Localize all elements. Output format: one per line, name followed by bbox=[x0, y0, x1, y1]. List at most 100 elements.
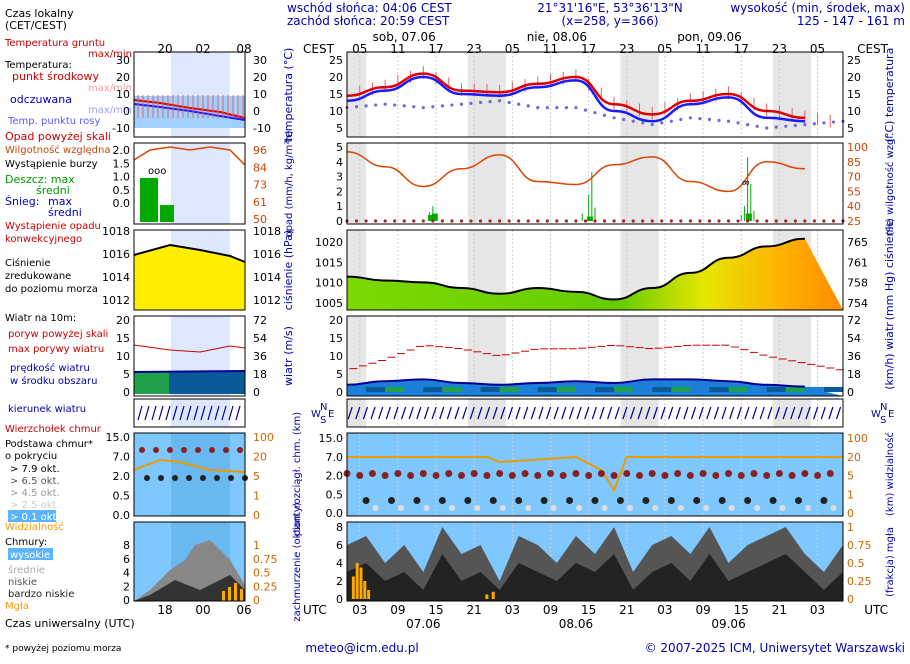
legend-coverage-tick: 4 bbox=[123, 567, 130, 580]
wind-arrow bbox=[546, 406, 552, 420]
cloud-base-dot-high bbox=[419, 470, 427, 477]
dewpoint-point bbox=[507, 100, 511, 105]
wind-arrow bbox=[797, 406, 803, 420]
cloud-base-dot-high bbox=[572, 470, 580, 477]
kmh-tick: 72 bbox=[847, 314, 861, 327]
rain-zero-marker bbox=[660, 219, 664, 223]
cloud-base-dot-full bbox=[413, 497, 421, 504]
legend-wind-dir: kierunek wiatru bbox=[8, 404, 86, 415]
tz-top-right: CEST bbox=[857, 42, 889, 56]
legend-cloud-base2: o pokryciu bbox=[5, 451, 57, 462]
wind-speed-band bbox=[614, 386, 634, 392]
top-hour-label: 05 bbox=[657, 42, 672, 56]
legend-night-band bbox=[171, 143, 230, 224]
legend-pressure2: zredukowane bbox=[5, 271, 71, 282]
legend-cloud-dot bbox=[223, 447, 229, 453]
rain-zero-marker bbox=[412, 219, 416, 223]
dewpoint-point bbox=[574, 106, 578, 110]
cloud-base-dot-high bbox=[534, 472, 542, 479]
wind-tick: 10 bbox=[329, 350, 343, 363]
legend-cloud-base: Podstawa chmur* bbox=[5, 439, 93, 450]
cloud-base-dot-few bbox=[626, 505, 633, 511]
legend-pressure-area bbox=[134, 245, 245, 310]
legend-wind-tick: 0 bbox=[123, 386, 130, 399]
rain-tick: 4 bbox=[336, 156, 343, 169]
legend-temp: Temperatura: bbox=[4, 60, 72, 71]
legend-cloud-dot bbox=[181, 447, 187, 453]
legend-wind-arrow bbox=[235, 405, 241, 421]
wind-speed-band bbox=[404, 386, 424, 392]
cloud-base-dot-high bbox=[546, 470, 554, 477]
bottom-date-label: 08.06 bbox=[559, 617, 593, 631]
legend-pressure-tick: 1018 bbox=[102, 225, 130, 238]
wind-speed-band bbox=[671, 386, 691, 392]
legend-fog-tick: 0.25 bbox=[253, 580, 278, 593]
pressure-tick: 1020 bbox=[315, 236, 343, 249]
legend-mid: średnie bbox=[8, 564, 45, 576]
dewpoint-point bbox=[641, 121, 645, 125]
legend-pressure-tick: 1014 bbox=[102, 271, 130, 284]
rain-zero-marker bbox=[717, 219, 721, 223]
dewpoint-point bbox=[631, 119, 635, 123]
legend-temp-tick: 0 bbox=[123, 105, 130, 118]
rain-zero-marker bbox=[650, 219, 654, 223]
legend-pressure-tick-right: 1014 bbox=[253, 271, 281, 284]
compass-n: N bbox=[320, 402, 327, 413]
temp-tick: 20 bbox=[329, 71, 343, 84]
compass-w-right: W bbox=[871, 409, 881, 420]
wind-arrow bbox=[721, 406, 727, 420]
bottom-hour-label: 21 bbox=[619, 603, 634, 617]
rain-mean-bar bbox=[745, 213, 752, 221]
sunrise-text: wschód słońca: 04:06 CEST bbox=[287, 1, 452, 15]
cloud-base-dot-full bbox=[667, 497, 675, 504]
legend-cloud-dot bbox=[153, 447, 159, 453]
cloud-base-dot-high bbox=[457, 472, 465, 479]
legend-humidity: Wilgotność względna bbox=[5, 144, 110, 156]
legend-wind-arrow bbox=[221, 405, 227, 421]
temp-axis-title-right: (°C) temperatura bbox=[883, 48, 896, 143]
legend-rain-mean bbox=[160, 205, 174, 222]
rain-zero-marker bbox=[478, 219, 483, 223]
legend-visibility-tick: 5 bbox=[253, 470, 260, 483]
wind-arrow bbox=[477, 406, 483, 420]
legend-cloud-dot bbox=[237, 447, 243, 453]
wind-arrow bbox=[370, 406, 376, 420]
mmhg-tick: 765 bbox=[847, 236, 868, 249]
legend-high: wysokie bbox=[10, 550, 50, 561]
legend-temp-mid: punkt środkowy bbox=[12, 70, 100, 83]
cloud-base-dot-full bbox=[464, 497, 472, 504]
visibility-tick: 1 bbox=[847, 488, 854, 501]
cloud-base-dot-high bbox=[775, 470, 783, 477]
legend-wind-area-green bbox=[134, 372, 169, 394]
footer-email[interactable]: meteo@icm.edu.pl bbox=[305, 641, 418, 655]
fog-bar bbox=[363, 581, 367, 599]
dewpoint-point bbox=[612, 116, 616, 120]
legend-rain-tick: 1.5 bbox=[113, 157, 131, 170]
rain-zero-marker bbox=[469, 219, 473, 223]
bottom-hour-label: 03 bbox=[505, 603, 520, 617]
sunset-text: zachód słońca: 20:59 CEST bbox=[287, 14, 450, 28]
coverage-tick: 6 bbox=[336, 539, 343, 552]
top-hour-label: 23 bbox=[772, 42, 787, 56]
rain-zero-marker bbox=[459, 219, 464, 223]
legend-panel-border bbox=[133, 521, 246, 602]
dewpoint-point bbox=[555, 106, 559, 110]
wind-arrow bbox=[629, 406, 636, 420]
legend-wind-tick: 20 bbox=[116, 314, 130, 327]
wind-speed-band bbox=[633, 386, 653, 392]
cloud-base-dot-full bbox=[820, 497, 828, 504]
cloud-base-dot-high bbox=[661, 472, 669, 479]
legend-fog: Mgła bbox=[5, 601, 29, 612]
dewpoint-point bbox=[564, 106, 568, 110]
visibility-line bbox=[347, 455, 843, 493]
cloud-base-dot-high bbox=[725, 470, 733, 477]
dewpoint-point bbox=[402, 104, 406, 108]
compass-w: W bbox=[311, 409, 321, 420]
legend-coverage-area-dark bbox=[134, 575, 245, 601]
compass-e-right: E bbox=[888, 409, 894, 420]
fog-bar bbox=[351, 576, 355, 599]
rain-zero-marker bbox=[488, 219, 492, 223]
legend-wind-arrow bbox=[186, 405, 192, 421]
cloud-base-dot-high bbox=[712, 472, 720, 479]
humidity-tick: 100 bbox=[847, 141, 868, 154]
